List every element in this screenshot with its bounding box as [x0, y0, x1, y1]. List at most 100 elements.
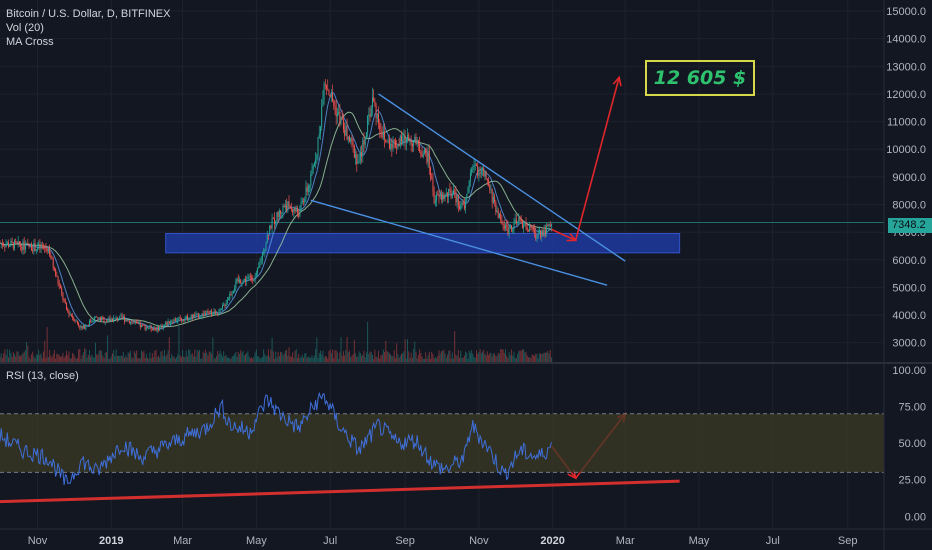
candle-body: [4, 246, 6, 247]
candle-body: [134, 321, 136, 323]
volume-bar: [224, 356, 226, 362]
candle-body: [203, 313, 205, 316]
candle-body: [95, 316, 97, 318]
volume-bar: [437, 356, 439, 362]
candle-body: [443, 194, 445, 199]
candle-body: [68, 310, 70, 315]
volume-bar: [108, 358, 110, 362]
volume-bar: [498, 354, 500, 362]
candle-body: [548, 224, 550, 227]
candle-body: [489, 184, 491, 190]
candle-body: [34, 243, 36, 252]
candle-body: [399, 135, 401, 147]
target-price-label: 12 605 $: [645, 60, 755, 96]
volume-bar: [288, 347, 290, 362]
candle-body: [355, 154, 357, 158]
time-tick-label: May: [246, 535, 267, 547]
volume-bar: [540, 353, 542, 362]
candle-body: [139, 323, 141, 328]
candle-body: [349, 136, 350, 142]
volume-bar: [170, 358, 171, 362]
volume-bar: [97, 354, 99, 362]
candle-body: [150, 325, 152, 330]
candle-body: [223, 304, 225, 306]
time-tick-label: Nov: [28, 535, 48, 547]
candle-body: [109, 318, 111, 321]
candle-body: [276, 212, 278, 222]
volume-bar: [414, 341, 416, 362]
volume-bar: [307, 356, 309, 362]
volume-bar: [292, 352, 294, 362]
candle-body: [226, 300, 228, 304]
volume-legend[interactable]: Vol (20): [6, 22, 44, 34]
volume-bar: [195, 356, 197, 362]
volume-bar: [392, 356, 394, 362]
volume-bar: [193, 356, 194, 362]
volume-bar: [189, 349, 191, 362]
volume-bar: [118, 355, 119, 362]
volume-bar: [21, 354, 23, 362]
candle-body: [520, 220, 522, 222]
volume-bar: [56, 353, 58, 362]
volume-bar: [263, 349, 265, 362]
volume-bar: [110, 356, 112, 362]
volume-bar: [113, 350, 115, 362]
candle-body: [315, 159, 317, 163]
volume-bar: [391, 355, 393, 362]
volume-bar: [139, 358, 141, 362]
candle-body: [255, 273, 257, 276]
rsi-legend[interactable]: RSI (13, close): [6, 370, 79, 382]
time-tick-label: May: [689, 535, 710, 547]
candle-body: [423, 149, 425, 154]
candle-body: [20, 245, 22, 247]
volume-bar: [258, 355, 260, 362]
candle-body: [44, 247, 46, 249]
candle-body: [121, 315, 123, 318]
candle-body: [434, 201, 436, 203]
volume-bar: [482, 351, 483, 362]
candle-body: [137, 322, 139, 324]
volume-bar: [394, 358, 396, 362]
candle-body: [478, 173, 480, 176]
candle-body: [241, 283, 243, 285]
candle-body: [185, 315, 187, 319]
candle-body: [33, 243, 35, 252]
time-tick-label: Nov: [469, 535, 489, 547]
volume-bar: [541, 354, 543, 362]
volume-bar: [131, 357, 133, 362]
volume-bar: [335, 350, 337, 362]
candle-body: [370, 107, 372, 117]
volume-bar: [269, 356, 271, 362]
volume-bar: [107, 335, 109, 362]
candle-body: [59, 285, 61, 289]
candle-body: [326, 84, 327, 89]
candle-body: [287, 201, 289, 211]
symbol-legend[interactable]: Bitcoin / U.S. Dollar, D, BITFINEX: [6, 8, 171, 20]
volume-bar: [89, 350, 90, 362]
volume-bar: [387, 351, 389, 362]
candle-body: [254, 275, 256, 280]
volume-bar: [488, 355, 490, 362]
volume-bar: [182, 349, 184, 362]
volume-bar: [363, 350, 365, 362]
candle-body: [490, 189, 492, 191]
candle-body: [165, 322, 167, 325]
volume-bar: [332, 349, 334, 362]
candle-body: [540, 230, 542, 237]
candle-body: [115, 317, 117, 319]
candle-body: [202, 313, 204, 316]
ma-legend[interactable]: MA Cross: [6, 36, 54, 48]
volume-bar: [38, 349, 40, 362]
candle-body: [49, 248, 51, 256]
candle-body: [118, 319, 119, 321]
candle-body: [188, 319, 190, 321]
candle-body: [130, 321, 132, 324]
volume-bar: [240, 350, 242, 362]
volume-bar: [272, 351, 274, 362]
candle-body: [281, 212, 283, 214]
volume-bar: [538, 353, 540, 362]
candle-body: [110, 319, 112, 321]
volume-bar: [4, 349, 6, 362]
candle-body: [335, 106, 337, 117]
